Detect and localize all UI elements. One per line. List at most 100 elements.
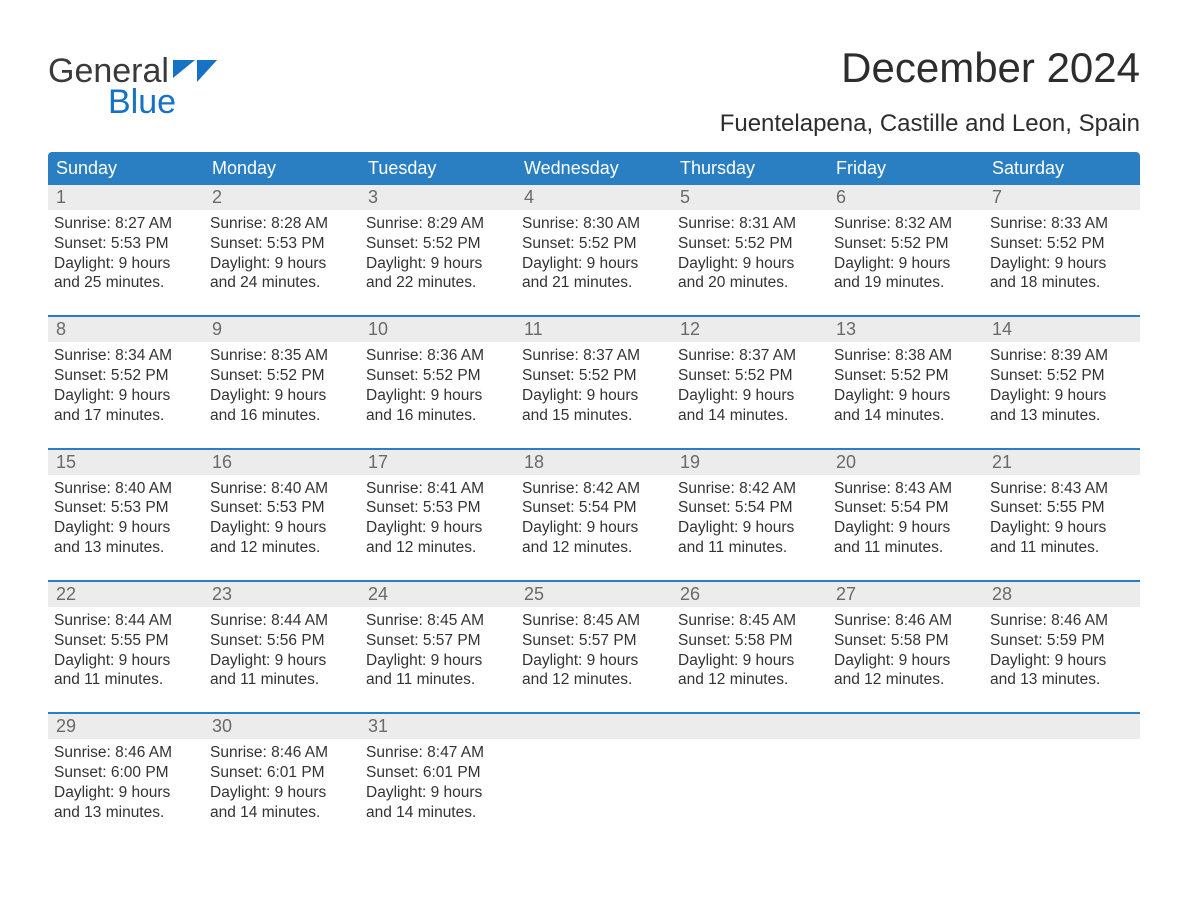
day-number: 1 — [48, 185, 204, 210]
daylight-line1: Daylight: 9 hours — [990, 254, 1134, 274]
daylight-line1: Daylight: 9 hours — [990, 651, 1134, 671]
logo: General Blue — [48, 52, 217, 122]
day-cell: Sunrise: 8:45 AMSunset: 5:57 PMDaylight:… — [516, 607, 672, 696]
day-number: 12 — [672, 317, 828, 342]
sunrise-line: Sunrise: 8:41 AM — [366, 479, 510, 499]
daylight-line1: Daylight: 9 hours — [210, 651, 354, 671]
day-cell: Sunrise: 8:38 AMSunset: 5:52 PMDaylight:… — [828, 342, 984, 431]
sunrise-line: Sunrise: 8:37 AM — [522, 346, 666, 366]
day-number: 25 — [516, 582, 672, 607]
dow-cell: Monday — [204, 152, 360, 185]
week-block: 1234567Sunrise: 8:27 AMSunset: 5:53 PMDa… — [48, 185, 1140, 299]
day-cell: Sunrise: 8:34 AMSunset: 5:52 PMDaylight:… — [48, 342, 204, 431]
sunset-line: Sunset: 5:52 PM — [54, 366, 198, 386]
sunrise-line: Sunrise: 8:45 AM — [366, 611, 510, 631]
calendar: SundayMondayTuesdayWednesdayThursdayFrid… — [48, 152, 1140, 829]
day-cell: Sunrise: 8:31 AMSunset: 5:52 PMDaylight:… — [672, 210, 828, 299]
sunset-line: Sunset: 6:00 PM — [54, 763, 198, 783]
day-cell: Sunrise: 8:43 AMSunset: 5:55 PMDaylight:… — [984, 475, 1140, 564]
week-block: 15161718192021Sunrise: 8:40 AMSunset: 5:… — [48, 448, 1140, 564]
dow-cell: Friday — [828, 152, 984, 185]
day-number: 11 — [516, 317, 672, 342]
day-number — [672, 714, 828, 739]
daylight-line1: Daylight: 9 hours — [834, 651, 978, 671]
daylight-line1: Daylight: 9 hours — [678, 386, 822, 406]
day-cell: Sunrise: 8:37 AMSunset: 5:52 PMDaylight:… — [516, 342, 672, 431]
day-cell: Sunrise: 8:47 AMSunset: 6:01 PMDaylight:… — [360, 739, 516, 828]
daylight-line2: and 11 minutes. — [54, 670, 198, 690]
day-number: 28 — [984, 582, 1140, 607]
sunrise-line: Sunrise: 8:34 AM — [54, 346, 198, 366]
sunrise-line: Sunrise: 8:29 AM — [366, 214, 510, 234]
day-number: 6 — [828, 185, 984, 210]
sunrise-line: Sunrise: 8:27 AM — [54, 214, 198, 234]
daylight-line2: and 13 minutes. — [54, 538, 198, 558]
location: Fuentelapena, Castille and Leon, Spain — [720, 110, 1140, 138]
daylight-line2: and 20 minutes. — [678, 273, 822, 293]
daylight-line2: and 13 minutes. — [54, 803, 198, 823]
month-title: December 2024 — [720, 44, 1140, 92]
daylight-line2: and 24 minutes. — [210, 273, 354, 293]
daylight-line2: and 11 minutes. — [834, 538, 978, 558]
day-number: 29 — [48, 714, 204, 739]
daylight-line2: and 12 minutes. — [210, 538, 354, 558]
daylight-line2: and 12 minutes. — [522, 538, 666, 558]
day-number: 7 — [984, 185, 1140, 210]
sunrise-line: Sunrise: 8:40 AM — [54, 479, 198, 499]
sunrise-line: Sunrise: 8:39 AM — [990, 346, 1134, 366]
day-cell: Sunrise: 8:46 AMSunset: 5:59 PMDaylight:… — [984, 607, 1140, 696]
sunrise-line: Sunrise: 8:32 AM — [834, 214, 978, 234]
sunset-line: Sunset: 5:58 PM — [678, 631, 822, 651]
day-cell: Sunrise: 8:27 AMSunset: 5:53 PMDaylight:… — [48, 210, 204, 299]
sunrise-line: Sunrise: 8:46 AM — [990, 611, 1134, 631]
daylight-line2: and 22 minutes. — [366, 273, 510, 293]
daylight-line1: Daylight: 9 hours — [366, 254, 510, 274]
day-cell: Sunrise: 8:29 AMSunset: 5:52 PMDaylight:… — [360, 210, 516, 299]
day-number: 4 — [516, 185, 672, 210]
sunrise-line: Sunrise: 8:42 AM — [678, 479, 822, 499]
daynum-row: 891011121314 — [48, 317, 1140, 342]
sunset-line: Sunset: 5:53 PM — [54, 234, 198, 254]
sunset-line: Sunset: 5:54 PM — [522, 498, 666, 518]
sunset-line: Sunset: 6:01 PM — [366, 763, 510, 783]
day-content-row: Sunrise: 8:40 AMSunset: 5:53 PMDaylight:… — [48, 475, 1140, 564]
day-cell: Sunrise: 8:35 AMSunset: 5:52 PMDaylight:… — [204, 342, 360, 431]
daylight-line2: and 12 minutes. — [834, 670, 978, 690]
daylight-line1: Daylight: 9 hours — [522, 254, 666, 274]
daylight-line2: and 14 minutes. — [834, 406, 978, 426]
sunset-line: Sunset: 5:52 PM — [678, 366, 822, 386]
day-content-row: Sunrise: 8:46 AMSunset: 6:00 PMDaylight:… — [48, 739, 1140, 828]
daylight-line2: and 11 minutes. — [990, 538, 1134, 558]
daylight-line1: Daylight: 9 hours — [210, 518, 354, 538]
sunset-line: Sunset: 5:52 PM — [210, 366, 354, 386]
day-cell: Sunrise: 8:36 AMSunset: 5:52 PMDaylight:… — [360, 342, 516, 431]
sunrise-line: Sunrise: 8:47 AM — [366, 743, 510, 763]
sunset-line: Sunset: 5:57 PM — [522, 631, 666, 651]
day-cell — [828, 739, 984, 828]
dow-cell: Wednesday — [516, 152, 672, 185]
day-number: 10 — [360, 317, 516, 342]
day-number — [828, 714, 984, 739]
sunrise-line: Sunrise: 8:43 AM — [834, 479, 978, 499]
sunset-line: Sunset: 5:52 PM — [522, 234, 666, 254]
daynum-row: 1234567 — [48, 185, 1140, 210]
day-number: 5 — [672, 185, 828, 210]
daylight-line2: and 16 minutes. — [366, 406, 510, 426]
daylight-line2: and 15 minutes. — [522, 406, 666, 426]
sunset-line: Sunset: 5:52 PM — [522, 366, 666, 386]
dow-cell: Thursday — [672, 152, 828, 185]
daylight-line2: and 25 minutes. — [54, 273, 198, 293]
day-cell — [516, 739, 672, 828]
day-number: 13 — [828, 317, 984, 342]
sunrise-line: Sunrise: 8:44 AM — [54, 611, 198, 631]
day-number: 23 — [204, 582, 360, 607]
daylight-line1: Daylight: 9 hours — [366, 783, 510, 803]
day-number: 14 — [984, 317, 1140, 342]
day-content-row: Sunrise: 8:34 AMSunset: 5:52 PMDaylight:… — [48, 342, 1140, 431]
daylight-line2: and 13 minutes. — [990, 406, 1134, 426]
daylight-line2: and 13 minutes. — [990, 670, 1134, 690]
sunset-line: Sunset: 5:54 PM — [678, 498, 822, 518]
sunrise-line: Sunrise: 8:43 AM — [990, 479, 1134, 499]
sunrise-line: Sunrise: 8:44 AM — [210, 611, 354, 631]
daylight-line1: Daylight: 9 hours — [834, 518, 978, 538]
